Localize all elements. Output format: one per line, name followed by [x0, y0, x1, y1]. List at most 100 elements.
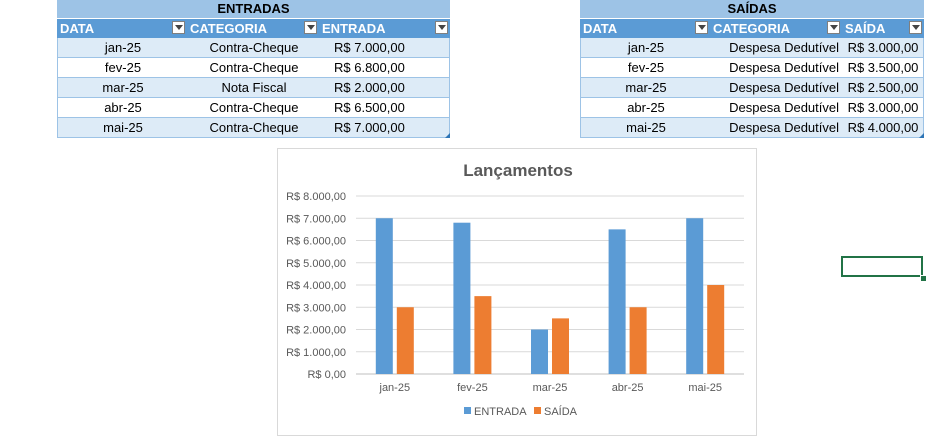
cell-valor[interactable]: R$ 4.000,00 — [847, 120, 919, 135]
cell-data[interactable]: abr-25 — [104, 100, 142, 115]
bar-saída-fev-25[interactable] — [474, 296, 492, 374]
filter-dropdown-icon[interactable] — [304, 21, 317, 34]
table-resize-handle-icon[interactable] — [445, 133, 450, 138]
cell-categoria[interactable]: Contra-Cheque — [209, 100, 299, 115]
filter-dropdown-icon[interactable] — [172, 21, 185, 34]
x-tick-label: mai-25 — [688, 382, 722, 394]
cell-data[interactable]: mar-25 — [102, 80, 144, 95]
y-tick-label: R$ 4.000,00 — [286, 280, 346, 292]
header-label: CATEGORIA — [190, 21, 268, 36]
y-tick-label: R$ 0,00 — [307, 369, 346, 381]
y-tick-label: R$ 1.000,00 — [286, 347, 346, 359]
bar-entrada-mai-25[interactable] — [686, 218, 704, 374]
lancamentos-chart[interactable]: Lançamentos R$ 0,00 R$ 1.000,00 R$ 2.000,0… — [277, 148, 757, 436]
entradas-header-data[interactable]: DATA — [57, 19, 187, 38]
cell-data[interactable]: fev-25 — [104, 60, 142, 75]
cell-categoria[interactable]: Despesa Dedutível — [729, 40, 839, 55]
table-row: mar-25 Despesa Dedutível R$ 2.500,00 — [581, 78, 923, 98]
cell-valor[interactable]: R$ 2.500,00 — [847, 80, 919, 95]
header-label: ENTRADA — [322, 21, 386, 36]
chart-canvas: Lançamentos R$ 0,00 R$ 1.000,00 R$ 2.000,0… — [286, 161, 744, 418]
cell-categoria[interactable]: Despesa Dedutível — [729, 60, 839, 75]
cell-valor[interactable]: R$ 6.800,00 — [334, 60, 405, 75]
bar-entrada-abr-25[interactable] — [608, 229, 626, 374]
chart-gridlines — [356, 195, 744, 375]
filter-dropdown-icon[interactable] — [435, 21, 448, 34]
cell-valor[interactable]: R$ 3.000,00 — [847, 100, 919, 115]
header-label: SAÍDA — [845, 21, 886, 36]
header-label: DATA — [583, 21, 618, 36]
bar-saída-mai-25[interactable] — [707, 285, 725, 374]
cell-data[interactable]: jan-25 — [627, 40, 665, 55]
header-label: DATA — [60, 21, 95, 36]
cell-categoria[interactable]: Contra-Cheque — [209, 120, 299, 135]
bar-saída-abr-25[interactable] — [629, 307, 647, 374]
entradas-body: jan-25 Contra-Cheque R$ 7.000,00 fev-25 … — [57, 38, 450, 138]
legend-swatch-entrada — [464, 407, 471, 414]
cell-data[interactable]: abr-25 — [627, 100, 665, 115]
cell-valor[interactable]: R$ 7.000,00 — [334, 120, 405, 135]
table-row: abr-25 Contra-Cheque R$ 6.500,00 — [58, 98, 449, 118]
cell-data[interactable]: mar-25 — [625, 80, 667, 95]
cell-categoria[interactable]: Nota Fiscal — [221, 80, 287, 95]
legend-swatch-saída — [534, 407, 541, 414]
cell-valor[interactable]: R$ 2.000,00 — [334, 80, 405, 95]
cell-categoria[interactable]: Despesa Dedutível — [729, 120, 839, 135]
filter-dropdown-icon[interactable] — [695, 21, 708, 34]
y-tick-label: R$ 7.000,00 — [286, 213, 346, 225]
table-row: jan-25 Despesa Dedutível R$ 3.000,00 — [581, 38, 923, 58]
saidas-header-row: DATA CATEGORIA SAÍDA — [580, 19, 924, 38]
table-row: jan-25 Contra-Cheque R$ 7.000,00 — [58, 38, 449, 58]
table-resize-handle-icon[interactable] — [919, 133, 924, 138]
chart-x-axis[interactable]: jan-25 fev-25 mar-25 abr-25 mai-25 — [379, 382, 723, 394]
entradas-title[interactable]: ENTRADAS — [57, 0, 450, 19]
cell-data[interactable]: mai-25 — [103, 120, 143, 135]
saidas-table: SAÍDAS DATA CATEGORIA SAÍDA jan-25 Despe… — [580, 0, 924, 138]
entradas-header-row: DATA CATEGORIA ENTRADA — [57, 19, 450, 38]
saidas-title[interactable]: SAÍDAS — [580, 0, 924, 19]
bar-entrada-jan-25[interactable] — [375, 218, 393, 374]
cell-valor[interactable]: R$ 6.500,00 — [334, 100, 405, 115]
bar-entrada-fev-25[interactable] — [453, 222, 471, 374]
bar-saída-jan-25[interactable] — [396, 307, 414, 374]
y-tick-label: R$ 8.000,00 — [286, 191, 346, 203]
chart-legend[interactable]: ENTRADA SAÍDA — [464, 405, 578, 418]
table-row: mar-25 Nota Fiscal R$ 2.000,00 — [58, 78, 449, 98]
fill-handle-icon[interactable] — [920, 275, 927, 282]
chart-bars — [375, 218, 725, 375]
y-tick-label: R$ 6.000,00 — [286, 236, 346, 248]
header-label: CATEGORIA — [713, 21, 791, 36]
filter-dropdown-icon[interactable] — [909, 21, 922, 34]
x-tick-label: abr-25 — [612, 382, 644, 394]
bar-entrada-mar-25[interactable] — [531, 329, 548, 375]
active-cell-selection[interactable] — [841, 256, 923, 277]
cell-categoria[interactable]: Contra-Cheque — [209, 60, 299, 75]
cell-data[interactable]: fev-25 — [627, 60, 665, 75]
cell-categoria[interactable]: Contra-Cheque — [209, 40, 299, 55]
table-row: fev-25 Despesa Dedutível R$ 3.500,00 — [581, 58, 923, 78]
chart-title[interactable]: Lançamentos — [463, 161, 573, 180]
filter-dropdown-icon[interactable] — [827, 21, 840, 34]
cell-categoria[interactable]: Despesa Dedutível — [729, 100, 839, 115]
entradas-table: ENTRADAS DATA CATEGORIA ENTRADA jan-25 C… — [57, 0, 450, 138]
saidas-body: jan-25 Despesa Dedutível R$ 3.000,00 fev… — [580, 38, 924, 138]
cell-data[interactable]: mai-25 — [626, 120, 666, 135]
saidas-header-categoria[interactable]: CATEGORIA — [710, 19, 842, 38]
legend-label: ENTRADA — [474, 406, 527, 418]
cell-valor[interactable]: R$ 3.000,00 — [847, 40, 919, 55]
y-tick-label: R$ 2.000,00 — [286, 325, 346, 337]
cell-valor[interactable]: R$ 7.000,00 — [334, 40, 405, 55]
entradas-header-entrada[interactable]: ENTRADA — [319, 19, 450, 38]
table-row: fev-25 Contra-Cheque R$ 6.800,00 — [58, 58, 449, 78]
cell-categoria[interactable]: Despesa Dedutível — [729, 80, 839, 95]
x-tick-label: mar-25 — [533, 382, 568, 394]
saidas-header-data[interactable]: DATA — [580, 19, 710, 38]
cell-data[interactable]: jan-25 — [104, 40, 142, 55]
cell-valor[interactable]: R$ 3.500,00 — [847, 60, 919, 75]
bar-saída-mar-25[interactable] — [552, 318, 569, 374]
entradas-header-categoria[interactable]: CATEGORIA — [187, 19, 319, 38]
table-row: abr-25 Despesa Dedutível R$ 3.000,00 — [581, 98, 923, 118]
chart-y-axis[interactable]: R$ 0,00 R$ 1.000,00 R$ 2.000,00 R$ 3.000,00… — [286, 191, 346, 381]
x-tick-label: jan-25 — [379, 382, 411, 394]
saidas-header-saida[interactable]: SAÍDA — [842, 19, 924, 38]
